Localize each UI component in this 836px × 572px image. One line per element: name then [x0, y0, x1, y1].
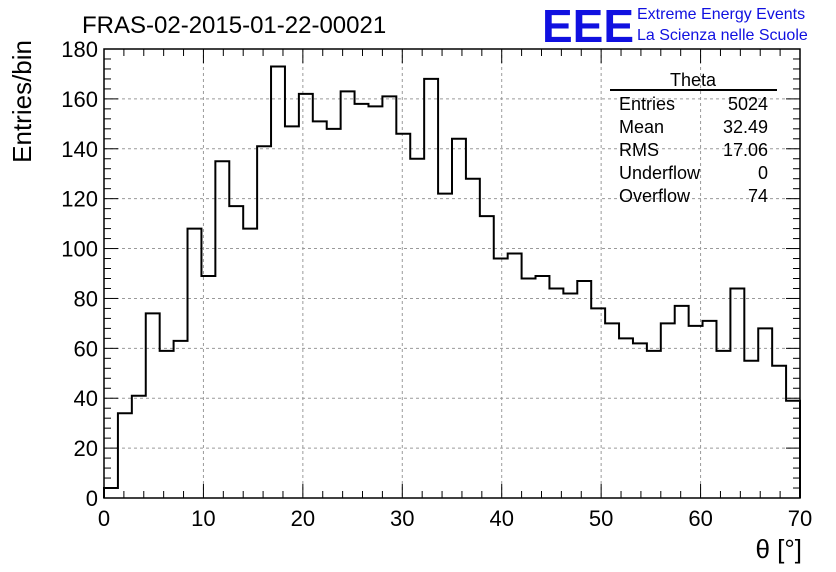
run-title: FRAS-02-2015-01-22-00021: [82, 12, 386, 39]
histogram-bin: [285, 126, 299, 498]
histogram-bin: [229, 206, 243, 498]
histogram-bin: [772, 366, 786, 498]
histogram-outline: [103, 65, 801, 498]
histogram-bin: [327, 129, 341, 498]
histogram-bin: [160, 351, 174, 498]
histogram-bin: [424, 79, 438, 498]
histogram-bin: [243, 229, 257, 498]
y-tick-label: 80: [74, 286, 98, 311]
histogram-bin: [355, 104, 369, 498]
histogram-bin: [480, 216, 494, 498]
histogram-bin: [341, 91, 355, 498]
histogram-bin: [703, 321, 717, 498]
histogram-bin: [132, 396, 146, 498]
x-tick-label: 0: [98, 506, 110, 531]
stats-row-value: 32.49: [723, 117, 768, 137]
x-tick-label: 30: [390, 506, 414, 531]
histogram-bin: [215, 161, 229, 498]
y-tick-label: 60: [74, 336, 98, 361]
x-tick-label: 50: [589, 506, 613, 531]
stats-row-label: Overflow: [619, 186, 691, 206]
histogram-bin: [299, 94, 313, 498]
plot-area-border: [103, 48, 801, 499]
stats-row-label: Underflow: [619, 163, 701, 183]
y-axis-ticks: 0 20 40 60 80 100 120 140 160 180: [61, 37, 800, 511]
histogram-bin: [786, 401, 800, 498]
histogram-bin: [494, 259, 508, 498]
histogram-bin: [271, 66, 285, 498]
x-tick-label: 20: [291, 506, 315, 531]
histogram-bin: [536, 276, 550, 498]
stats-row-value: 74: [748, 186, 768, 206]
stats-box-title: Theta: [670, 70, 717, 90]
stats-row-label: Entries: [619, 94, 675, 114]
x-tick-label: 10: [191, 506, 215, 531]
histogram-bin: [368, 106, 382, 498]
histogram-bin: [396, 134, 410, 498]
histogram-bin: [201, 276, 215, 498]
histogram-bin: [118, 413, 132, 498]
histogram-bin: [563, 293, 577, 498]
x-axis-label: θ [°]: [755, 534, 802, 564]
histogram-bins: [104, 66, 800, 498]
histogram-bin: [689, 326, 703, 498]
histogram-bin: [452, 139, 466, 498]
histogram-bin: [591, 308, 605, 498]
histogram-bin: [188, 229, 202, 498]
histogram-bin: [549, 288, 563, 498]
stats-row-value: 5024: [728, 94, 768, 114]
y-tick-label: 160: [61, 87, 98, 112]
stats-box: Theta Entries 5024 Mean 32.49 RMS 17.06 Underf…: [610, 70, 777, 206]
histogram-bin: [730, 288, 744, 498]
histogram-bin: [744, 361, 758, 498]
y-tick-label: 120: [61, 187, 98, 212]
histogram-bin: [313, 121, 327, 498]
histogram-bin: [522, 278, 536, 498]
stats-row-value: 0: [758, 163, 768, 183]
histogram-bin: [605, 323, 619, 498]
x-tick-label: 60: [688, 506, 712, 531]
stats-rows: Entries 5024 Mean 32.49 RMS 17.06 Underflow 0 Ov…: [619, 94, 768, 206]
histogram-bin: [382, 96, 396, 498]
histogram-bin: [633, 343, 647, 498]
stats-row-label: Mean: [619, 117, 664, 137]
y-tick-label: 40: [74, 386, 98, 411]
histogram-bin: [675, 306, 689, 498]
y-tick-label: 20: [74, 436, 98, 461]
eee-logo-mark: EEE: [542, 0, 634, 52]
y-tick-label: 140: [61, 137, 98, 162]
x-tick-label: 70: [788, 506, 812, 531]
y-axis-label: Entries/bin: [7, 40, 37, 163]
logo-line-1: Extreme Energy Events: [637, 6, 805, 23]
y-tick-label: 180: [61, 37, 98, 62]
histogram-bin: [577, 281, 591, 498]
y-tick-label: 0: [86, 486, 98, 511]
histogram-bin: [104, 488, 118, 498]
logo-line-2: La Scienza nelle Scuole: [637, 27, 808, 44]
eee-logo: EEE Extreme Energy Events La Scienza nel…: [542, 0, 808, 52]
histogram-bin: [661, 323, 675, 498]
histogram-bin: [716, 351, 730, 498]
stats-row-label: RMS: [619, 140, 659, 160]
histogram-bin: [146, 313, 160, 498]
histogram-bin: [647, 351, 661, 498]
histogram-bin: [508, 254, 522, 498]
histogram-bin: [257, 146, 271, 498]
histogram-bin: [466, 179, 480, 498]
y-tick-label: 100: [61, 237, 98, 262]
histogram-bin: [410, 159, 424, 498]
plot-frame: [103, 48, 801, 499]
x-tick-label: 40: [489, 506, 513, 531]
grid-lines: [104, 49, 800, 498]
x-axis-ticks: 0 10 20 30 40 50 60 70: [98, 49, 812, 531]
histogram-bin: [619, 338, 633, 498]
histogram-bin: [174, 341, 188, 498]
histogram-bin: [438, 194, 452, 498]
stats-row-value: 17.06: [723, 140, 768, 160]
histogram-bin: [758, 328, 772, 498]
